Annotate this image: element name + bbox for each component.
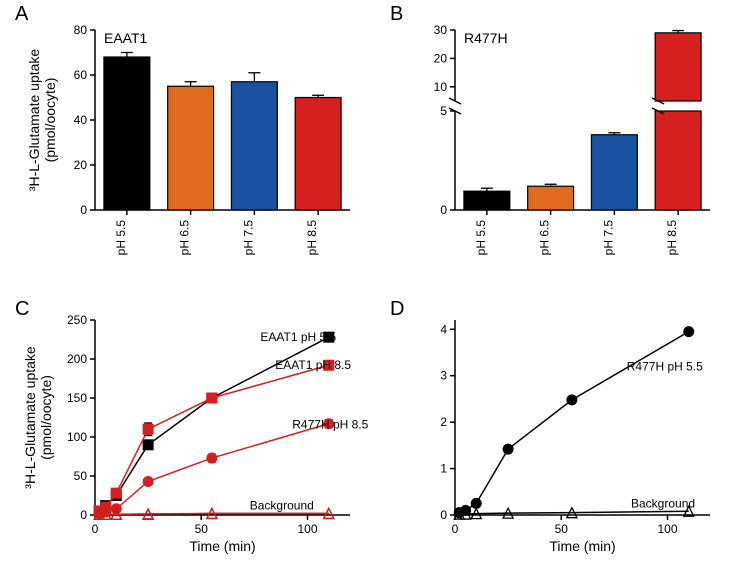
svg-text:0: 0 [452,522,459,536]
svg-text:Background: Background [631,496,695,510]
svg-text:R477H pH 5.5: R477H pH 5.5 [627,359,703,373]
svg-text:4: 4 [440,322,447,336]
svg-text:0: 0 [440,508,447,522]
svg-text:100: 100 [657,522,677,536]
svg-text:3: 3 [440,369,447,383]
panel-d-chart: 0 1 2 3 4 0 50 100 Time (min) R477H pH 5.5 Backgro… [0,0,749,580]
svg-text:2: 2 [440,415,447,429]
svg-text:Time (min): Time (min) [549,538,615,554]
svg-text:1: 1 [440,462,447,476]
svg-text:50: 50 [555,522,569,536]
